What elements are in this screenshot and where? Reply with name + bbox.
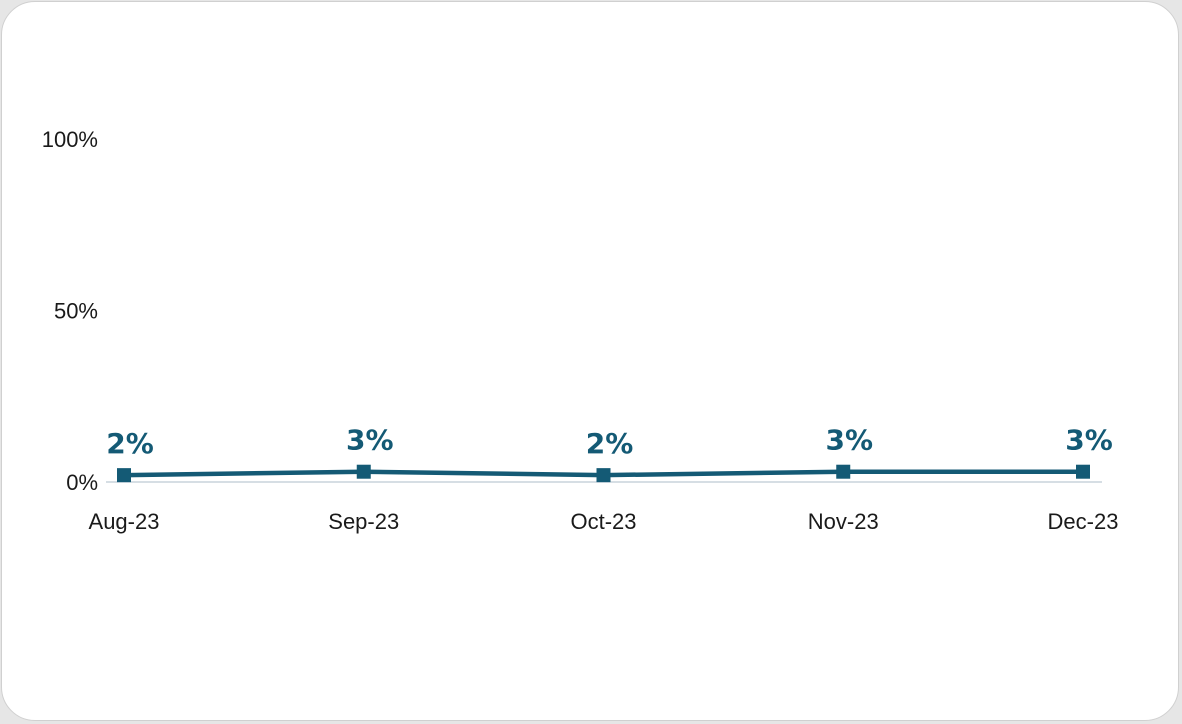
data-point-marker bbox=[596, 468, 611, 483]
data-label: 3% bbox=[346, 424, 394, 457]
data-point-marker bbox=[117, 468, 131, 483]
series-layer bbox=[117, 464, 1090, 483]
x-tick-label: Nov-23 bbox=[808, 509, 879, 534]
data-point-marker bbox=[356, 464, 371, 479]
data-point-marker bbox=[836, 464, 851, 479]
x-tick-label: Sep-23 bbox=[328, 509, 399, 534]
data-label: 3% bbox=[825, 424, 873, 457]
x-tick-label: Aug-23 bbox=[89, 509, 160, 534]
y-tick-label: 50% bbox=[54, 299, 98, 324]
x-tick-label: Oct-23 bbox=[570, 509, 636, 534]
data-label: 3% bbox=[1065, 424, 1113, 457]
y-tick-label: 0% bbox=[66, 470, 98, 495]
data-label: 2% bbox=[106, 427, 154, 460]
data-labels: 2% 3% 2% 3% 3% bbox=[106, 424, 1113, 460]
data-point-marker bbox=[1076, 464, 1090, 479]
y-tick-label: 100% bbox=[42, 127, 98, 152]
data-label: 2% bbox=[586, 427, 634, 460]
x-tick-label: Dec-23 bbox=[1048, 509, 1119, 534]
x-axis-ticks: Aug-23 Sep-23 Oct-23 Nov-23 Dec-23 bbox=[89, 509, 1119, 534]
y-axis-ticks: 0% 50% 100% bbox=[42, 127, 98, 495]
